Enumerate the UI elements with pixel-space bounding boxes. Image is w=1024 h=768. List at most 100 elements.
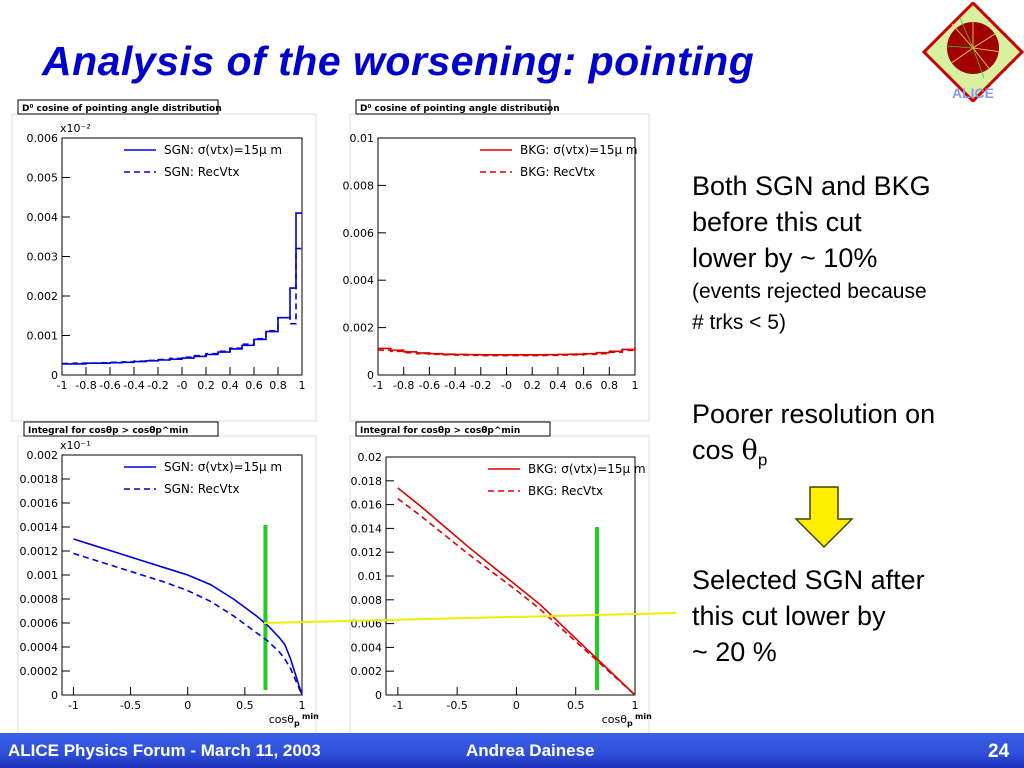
sgn_hist-xtick-label: 1 xyxy=(299,379,306,392)
annotation-3-line3: ~ 20 % xyxy=(692,637,777,667)
sgn_hist-ytick-label: 0.004 xyxy=(27,211,59,224)
bkg_hist-legend-label-1: BKG: σ(vtx)=15μ m xyxy=(520,143,638,157)
bkg_integral-xtick-label: -0.5 xyxy=(446,699,467,712)
sgn_integral-legend-label-2: SGN: RecVtx xyxy=(164,482,240,496)
sgn_integral-ytick-label: 0 xyxy=(51,689,58,702)
sgn_hist-ytick-label: 0.003 xyxy=(27,251,59,264)
footer-center: Andrea Dainese xyxy=(466,741,595,760)
sgn_hist-pad xyxy=(11,113,317,422)
annotation-1-line3: lower by ~ 10% xyxy=(692,243,878,273)
sgn_integral-legend-label-1: SGN: σ(vtx)=15μ m xyxy=(164,460,282,474)
guide-line xyxy=(263,612,677,624)
sgn_hist-xtick-label: -0 xyxy=(177,379,188,392)
bkg_hist-ytick-label: 0.008 xyxy=(343,179,375,192)
bkg_hist-xtick-label: -0.6 xyxy=(419,379,440,392)
bkg_integral-xlabel: cosθ xyxy=(602,713,628,726)
annotation-3-line2: this cut lower by xyxy=(692,601,886,631)
bkg_hist-xtick-label: 0.4 xyxy=(549,379,567,392)
sgn_integral-ytick-label: 0.0018 xyxy=(20,473,59,486)
sgn_integral-xlabel-sup: min xyxy=(302,712,319,721)
bkg_hist-xtick-label: -1 xyxy=(373,379,384,392)
bkg_hist-legend-label-2: BKG: RecVtx xyxy=(520,165,595,179)
bkg_hist-xtick-label: 0.6 xyxy=(575,379,593,392)
bkg_integral-pad xyxy=(349,435,650,733)
annotation-2: Poorer resolution on cos θp xyxy=(692,396,935,478)
sgn_integral-ytick-label: 0.002 xyxy=(27,449,59,462)
sgn_integral-title: Integral for cosθp > cosθp^min xyxy=(28,426,188,436)
sgn_integral-title-box xyxy=(23,421,219,437)
bkg_integral-xlabel-sup: min xyxy=(635,712,652,721)
sgn_integral-ytick-label: 0.0016 xyxy=(20,497,59,510)
sgn_integral-xtick-label: 0.5 xyxy=(236,699,254,712)
sgn_integral-xtick-label: -1 xyxy=(68,699,79,712)
sgn_hist-xtick-label: -0.2 xyxy=(147,379,168,392)
bkg_hist-xtick-label: 1 xyxy=(632,379,639,392)
sgn_hist-ytick-label: 0.006 xyxy=(27,132,59,145)
sgn_hist-xtick-label: -0.8 xyxy=(75,379,96,392)
sgn_integral-exponent: x10⁻¹ xyxy=(60,439,91,452)
annotation-2-line1: Poorer resolution on xyxy=(692,399,936,429)
bkg_hist-xtick-label: -0 xyxy=(501,379,512,392)
theta-subscript: p xyxy=(757,450,768,470)
bkg_hist-xtick-label: -0.2 xyxy=(470,379,491,392)
bkg_hist-ytick-label: 0 xyxy=(367,369,374,382)
sgn_hist-xtick-label: -1 xyxy=(57,379,68,392)
annotation-3-line1: Selected SGN after xyxy=(692,565,925,595)
sgn_integral-ytick-label: 0.0012 xyxy=(20,545,59,558)
bkg_integral-ytick-label: 0.014 xyxy=(351,522,383,535)
alice-logo: ALICE xyxy=(922,2,1024,102)
bkg_hist-xtick-label: -0.8 xyxy=(393,379,414,392)
bkg_integral-ytick-label: 0.02 xyxy=(358,451,383,464)
annotation-2-line2: cos θp xyxy=(692,432,935,478)
logo-text: ALICE xyxy=(952,85,994,101)
annotation-3: Selected SGN after this cut lower by ~ 2… xyxy=(692,562,925,670)
bkg_integral-xlabel-sub: p xyxy=(627,719,633,728)
annotation-1-line4: (events rejected because xyxy=(692,280,927,303)
bkg_hist-ytick-label: 0.004 xyxy=(343,274,375,287)
bkg_integral-xtick-label: 0.5 xyxy=(567,699,585,712)
cos-label: cos xyxy=(692,435,735,465)
sgn_hist-xtick-label: 0.4 xyxy=(221,379,239,392)
bkg_integral-ytick-label: 0.01 xyxy=(358,570,383,583)
bkg_integral-xtick-label: -1 xyxy=(392,699,403,712)
sgn_integral-series-2 xyxy=(73,552,303,696)
bkg_hist-ytick-label: 0.01 xyxy=(350,132,375,145)
sgn_integral-xtick-label: -0.5 xyxy=(120,699,141,712)
sgn_integral-ytick-label: 0.0008 xyxy=(20,593,59,606)
annotation-1-line5: # trks < 5) xyxy=(692,311,786,334)
sgn_hist-xtick-label: 0.2 xyxy=(197,379,215,392)
footer-bar: ALICE Physics Forum - March 11, 2003 And… xyxy=(0,733,1024,768)
annotation-1-line2: before this cut xyxy=(692,207,862,237)
sgn_integral-xtick-label: 1 xyxy=(299,699,306,712)
charts-canvas: D⁰ cosine of pointing angle distribution… xyxy=(11,99,677,733)
sgn_hist-ytick-label: 0 xyxy=(51,369,58,382)
sgn_integral-ytick-label: 0.0006 xyxy=(20,617,59,630)
sgn_integral-series-1 xyxy=(73,538,303,696)
sgn_integral-ytick-label: 0.0004 xyxy=(20,641,59,654)
bkg_integral-ytick-label: 0.012 xyxy=(351,546,383,559)
sgn_hist-xtick-label: -0.4 xyxy=(123,379,144,392)
bkg_hist-xtick-label: -0.4 xyxy=(444,379,465,392)
bkg_integral-legend-label-2: BKG: RecVtx xyxy=(528,484,603,498)
sgn_integral-xlabel-sub: p xyxy=(294,719,300,728)
annotation-1-line1: Both SGN and BKG xyxy=(692,171,931,201)
bkg_integral-title-box xyxy=(355,421,551,437)
down-arrow-icon xyxy=(794,486,854,549)
bkg_hist-xtick-label: 0.2 xyxy=(523,379,541,392)
theta-symbol: θ xyxy=(741,435,758,466)
sgn_hist-series-2 xyxy=(62,247,302,365)
bkg_hist-xtick-label: 0.8 xyxy=(601,379,619,392)
bkg_integral-xtick-label: 0 xyxy=(513,699,520,712)
annotation-1: Both SGN and BKG before this cut lower b… xyxy=(692,168,931,338)
sgn_hist-ytick-label: 0.002 xyxy=(27,290,59,303)
sgn_hist-title-box xyxy=(17,99,219,115)
bkg_integral-ytick-label: 0.002 xyxy=(351,665,383,678)
page-number: 24 xyxy=(988,741,1010,762)
bkg_hist-pad xyxy=(349,113,650,422)
sgn_integral-ytick-label: 0.001 xyxy=(27,569,59,582)
sgn_integral-ytick-label: 0.0002 xyxy=(20,665,59,678)
sgn_hist-ytick-label: 0.001 xyxy=(27,330,59,343)
sgn_hist-xtick-label: 0.6 xyxy=(245,379,263,392)
bkg_integral-title: Integral for cosθp > cosθp^min xyxy=(360,426,520,436)
sgn_hist-exponent: x10⁻² xyxy=(60,122,91,135)
